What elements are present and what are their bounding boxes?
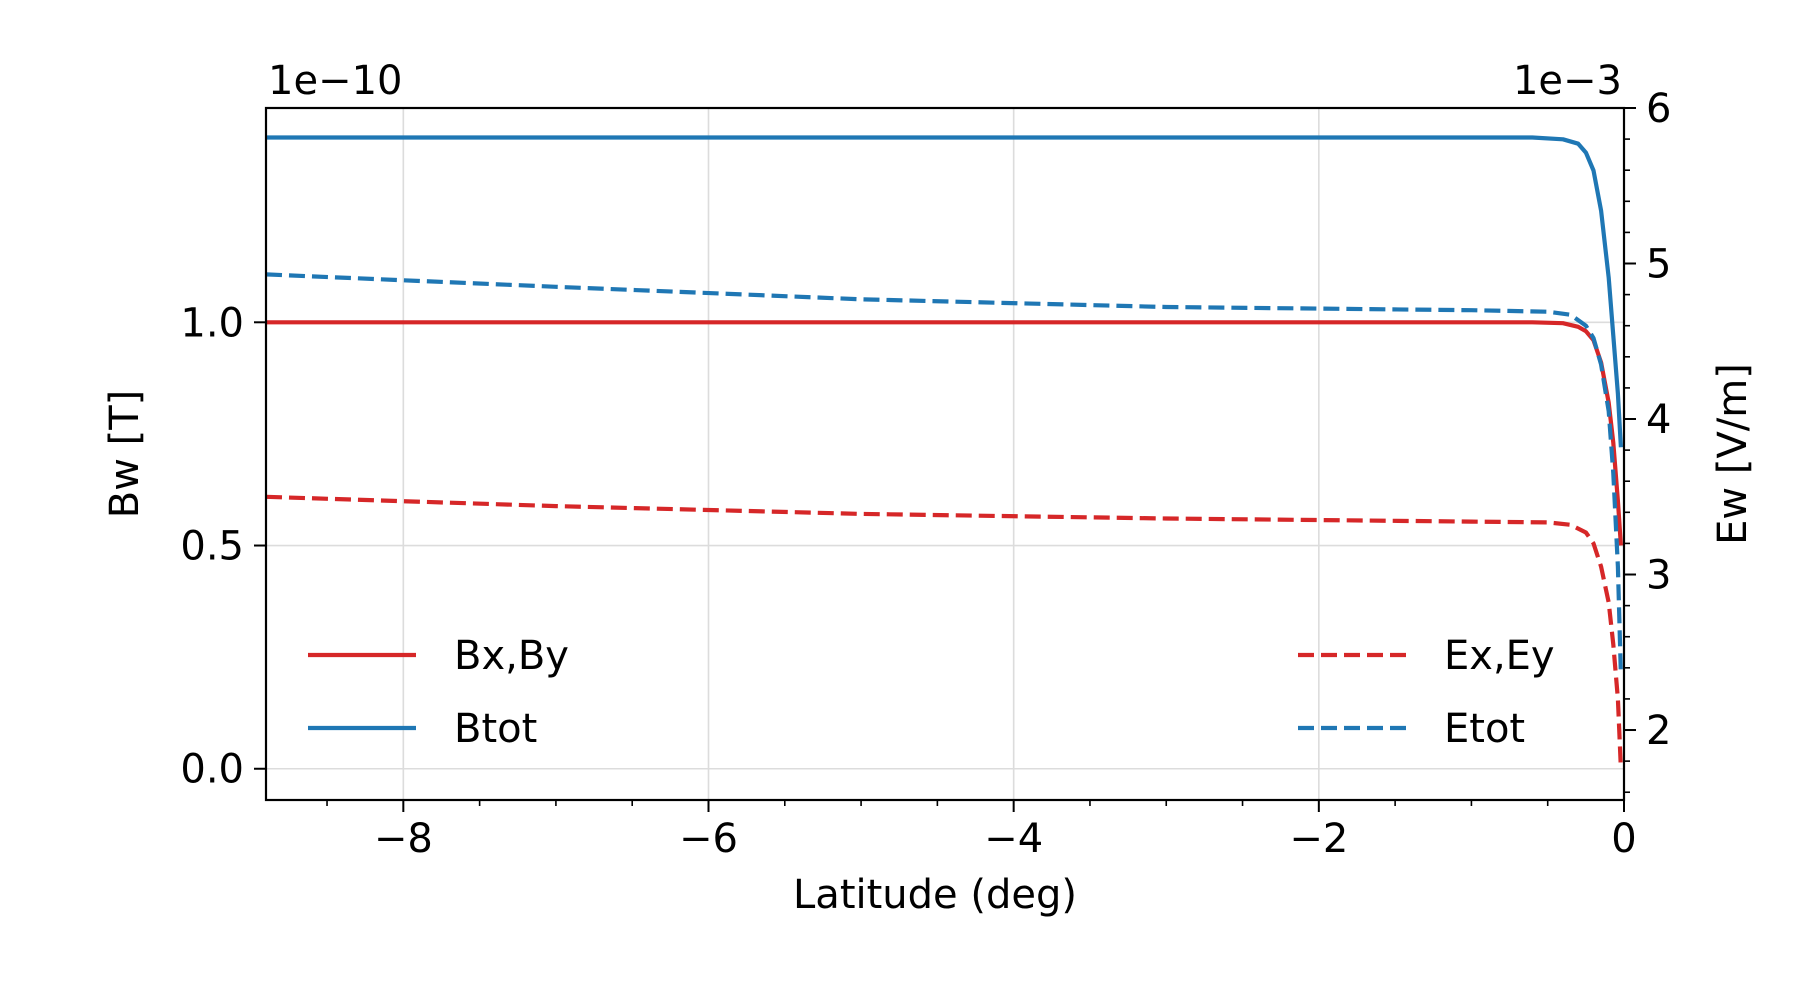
- right-tick-label: 6: [1646, 86, 1671, 132]
- x-tick-label: −4: [984, 816, 1043, 862]
- legend-label: Ex,Ey: [1444, 633, 1555, 679]
- x-axis-label: Latitude (deg): [793, 872, 1077, 918]
- right-tick-label: 2: [1646, 708, 1671, 754]
- series-line-btot: [266, 135, 1623, 448]
- legend-label: Bx,By: [454, 633, 569, 679]
- right-tick-label: 5: [1646, 242, 1671, 288]
- left-tick-label: 1.0: [180, 300, 244, 346]
- series-layer: [265, 135, 1623, 769]
- left-tick-label: 0.5: [180, 524, 244, 570]
- series-line-etot: [265, 272, 1623, 676]
- x-tick-label: 0: [1611, 816, 1636, 862]
- legend-label: Btot: [454, 706, 537, 752]
- x-tick-label: −8: [374, 816, 433, 862]
- left-axis-offset-text: 1e−10: [268, 58, 402, 104]
- tick-layer: −8 −6 −4 −2 0 0.0 0.5 1.0 2 3 4 5 6: [180, 86, 1671, 862]
- left-axis-label: Bw [T]: [102, 390, 148, 519]
- right-tick-label: 3: [1646, 553, 1671, 599]
- x-tick-label: −6: [679, 816, 738, 862]
- x-tick-label: −2: [1289, 816, 1348, 862]
- left-tick-label: 0.0: [180, 747, 244, 793]
- label-layer: Latitude (deg) Bw [T] Ew [V/m] 1e−10 1e−…: [102, 58, 1756, 918]
- plot-frame: [264, 106, 1626, 802]
- right-axis-offset-text: 1e−3: [1513, 58, 1622, 104]
- legend-layer: Bx,By Btot Ex,Ey Etot: [308, 633, 1555, 752]
- right-axis-label: Ew [V/m]: [1710, 363, 1756, 545]
- legend-label: Etot: [1444, 706, 1525, 752]
- series-line-ex-ey: [265, 494, 1623, 769]
- right-tick-label: 4: [1646, 397, 1671, 443]
